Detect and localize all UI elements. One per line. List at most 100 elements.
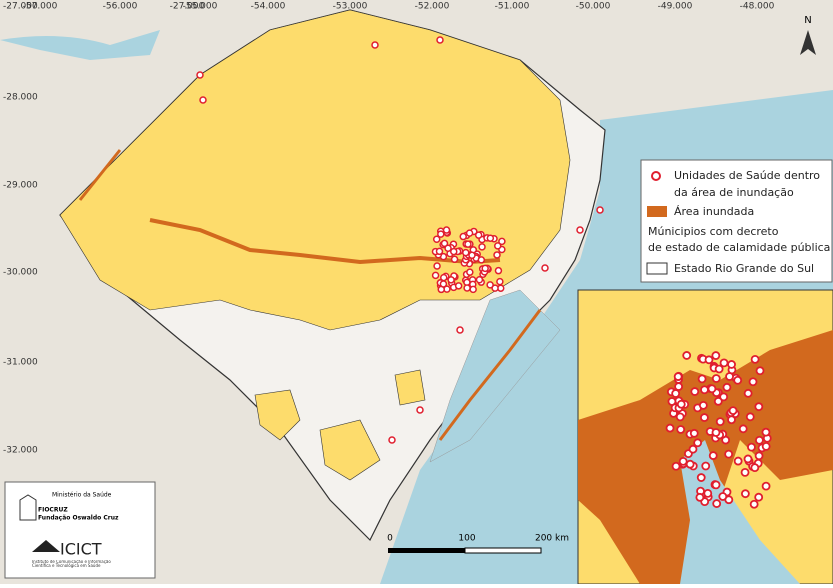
health-unit [715, 417, 725, 427]
health-unit [674, 382, 684, 391]
health-unit [465, 229, 474, 237]
legend-text: Unidades de Saúde dentro [674, 169, 820, 182]
logo-text: Instituto de Comunicação e Informação Ci… [32, 560, 111, 568]
lon-label: -27.000 [170, 2, 205, 12]
health-unit [696, 473, 706, 482]
health-unit [749, 499, 759, 509]
health-unit [435, 247, 444, 256]
health-unit [673, 372, 683, 381]
river [0, 30, 160, 60]
legend-text: Área inundada [674, 205, 754, 218]
health-unit [676, 425, 686, 434]
health-unit [447, 276, 455, 284]
health-unit [711, 374, 721, 383]
legend-dot [651, 171, 661, 181]
lat-label: -32.000 [3, 446, 38, 456]
health-unit [436, 36, 444, 44]
legend-text: da área de inundação [674, 186, 794, 199]
health-unit [712, 499, 722, 508]
health-unit [475, 276, 484, 284]
health-unit [388, 436, 396, 444]
health-unit [481, 264, 489, 273]
health-unit [728, 406, 738, 415]
health-unit [496, 277, 504, 286]
health-unit [761, 441, 771, 451]
health-unit [433, 262, 441, 270]
health-unit [498, 237, 506, 246]
lon-label: -55.000 [183, 2, 218, 12]
health-unit [685, 459, 695, 469]
flood-uruguay [78, 149, 122, 201]
health-unit [196, 71, 204, 79]
health-unit [754, 402, 764, 412]
scale-label: 0 [387, 534, 393, 544]
inset-health-units [665, 351, 772, 509]
scale-bar [388, 548, 465, 553]
health-unit [478, 243, 486, 251]
health-unit [719, 392, 729, 402]
health-unit [199, 96, 207, 104]
health-unit [442, 226, 451, 234]
health-unit [748, 377, 758, 387]
scale-label: 200 km [535, 534, 569, 544]
health-unit [743, 454, 753, 464]
municipalities-south [254, 369, 426, 481]
health-unit [678, 456, 688, 466]
lon-label: -51.000 [495, 2, 530, 12]
health-unit [464, 240, 472, 248]
lon-label: -49.000 [658, 2, 693, 12]
scale-label: 100 [458, 534, 475, 544]
health-unit [747, 442, 756, 452]
legend-text: Múnicipios com decreto [648, 225, 779, 238]
health-unit [713, 396, 723, 406]
health-unit [727, 360, 736, 369]
inset-lake [680, 440, 800, 584]
health-unit [431, 271, 440, 280]
health-unit [462, 248, 470, 257]
health-unit [676, 399, 686, 409]
scale-bar [464, 547, 542, 554]
north-label: N [804, 15, 811, 26]
health-unit [700, 413, 709, 422]
logo-small: Instituto de Comunicação e Informação Ci… [32, 560, 111, 568]
health-unit [689, 428, 699, 438]
health-unit [724, 449, 734, 459]
health-unit [711, 480, 721, 490]
health-units [196, 36, 604, 444]
health-unit [754, 451, 764, 461]
lon-label: -54.000 [251, 2, 286, 12]
health-unit [750, 354, 760, 364]
logo-icon [32, 540, 60, 552]
health-unit [727, 415, 736, 425]
health-unit [733, 456, 743, 466]
health-unit [711, 428, 721, 437]
health-unit [722, 382, 732, 392]
logo-text: ICICT [60, 540, 102, 559]
health-unit [733, 375, 743, 385]
lat-label: -29.000 [3, 181, 38, 191]
health-unit [701, 461, 711, 471]
health-unit [675, 412, 685, 422]
lat-label: -27.000 [3, 2, 38, 12]
health-unit [474, 231, 483, 239]
logo-box [4, 481, 156, 579]
health-unit [439, 280, 448, 288]
health-unit [755, 366, 765, 376]
health-unit [463, 284, 471, 292]
health-unit [491, 284, 499, 292]
health-unit [450, 247, 458, 256]
health-unit [755, 435, 764, 445]
health-unit [416, 406, 424, 414]
health-unit [450, 255, 459, 264]
health-unit [468, 251, 476, 260]
health-unit [486, 234, 495, 242]
health-unit [493, 251, 501, 259]
lagoon [429, 289, 561, 463]
north-arrow [800, 30, 816, 55]
legend [640, 159, 833, 283]
logo-icon [19, 494, 37, 521]
health-unit [671, 389, 681, 398]
health-unit [541, 264, 549, 272]
health-unit [456, 326, 464, 334]
